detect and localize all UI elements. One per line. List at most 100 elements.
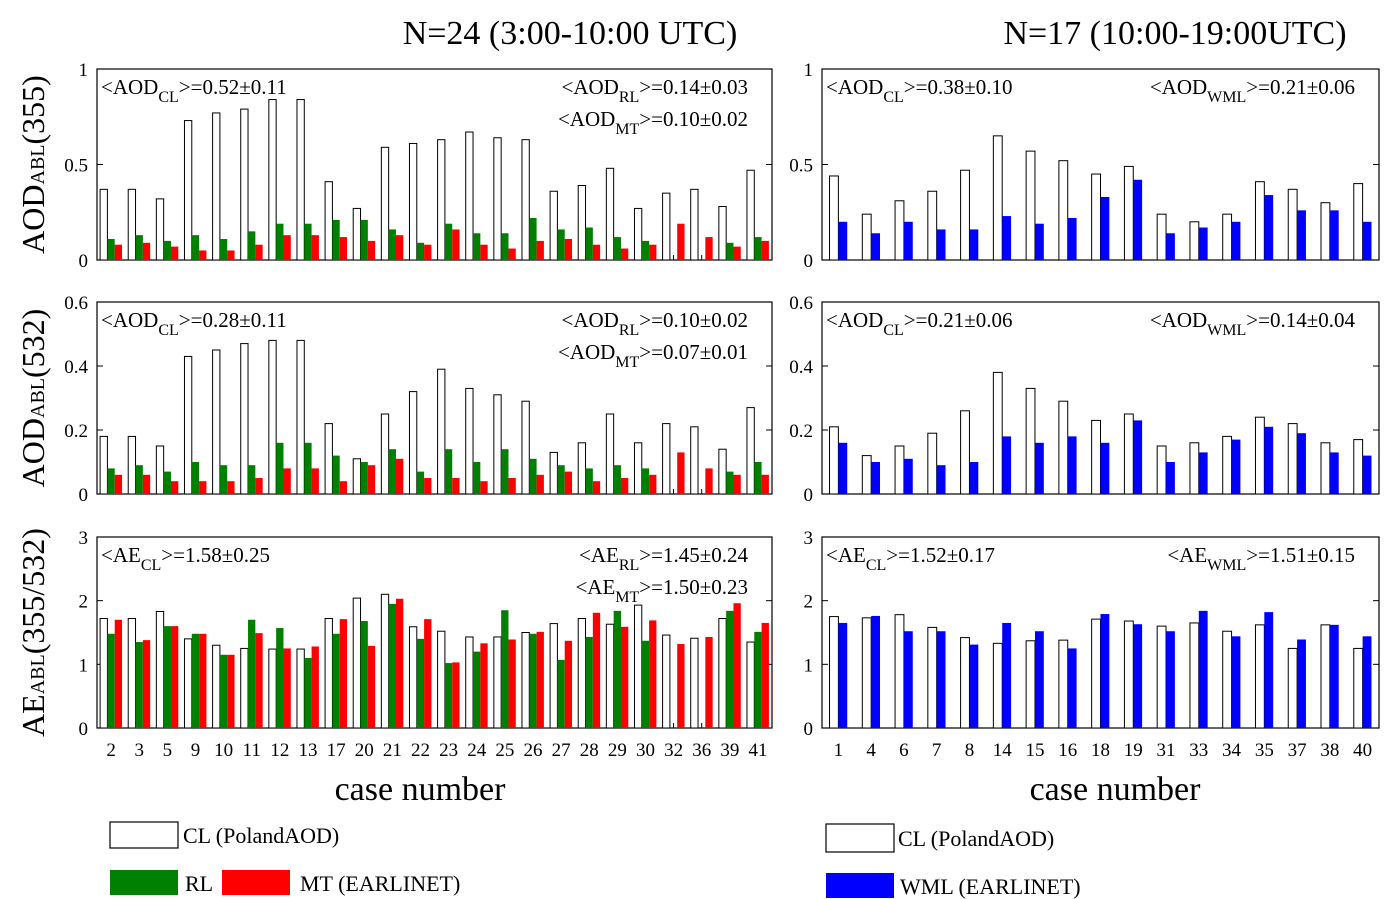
bar-rl [557,659,565,728]
bar-mt [339,481,348,494]
y-tick-label: 0.6 [64,293,88,314]
bar-wml [1002,436,1012,494]
bar-cl [992,642,1003,729]
bar-cl [633,207,643,261]
bar-cl [240,647,249,729]
bar-rl [248,619,256,728]
bar-cl [1156,445,1167,495]
title-right: N=17 (10:00-19:00UTC) [1003,15,1346,52]
bar-cl [577,442,587,495]
bar-rl [360,462,368,494]
bar-cl [408,391,418,495]
x-tick-label: 9 [191,740,201,761]
y-tick-label: 0 [804,719,814,740]
x-tick-label: 2 [106,740,116,761]
bar-mt [255,633,263,728]
legend-right: CL (PolandAOD) WML (EARLINET) [825,823,1081,899]
bar-cl [212,644,221,729]
bar-cl [437,139,446,261]
panel-left-aod355: 0 0.5 1 <AODCL>=0.52±0.11 <AODRL>=0.14±0.03<… [15,60,773,272]
bar-rl [219,465,228,494]
x-tick-label: 7 [932,740,942,761]
legend-mt-swatch [222,870,290,895]
bar-cl [1189,442,1200,495]
y-axis-label: AODABL(532) [15,309,51,488]
axes-frame [96,536,773,729]
bar-rl [585,468,593,494]
legend-left: CL (PolandAOD) RL MT (EARLINET) [109,821,460,896]
bar-rl [219,654,228,728]
bar-cl [718,448,727,495]
bar-cl [1353,647,1364,729]
x-tick-label: 14 [993,740,1013,761]
bar-mt [395,598,404,728]
y-tick-label: 2 [804,592,814,613]
bar-rl [163,240,171,260]
annotation: <AECL>=1.52±0.17 [826,543,995,574]
annotation: <AODRL>=0.14±0.03 [561,75,748,106]
x-tick-label: 40 [1353,740,1372,761]
legend-cl-label: CL (PolandAOD) [183,823,339,848]
legend-rl-swatch [110,870,178,895]
bar-cl [960,169,970,261]
bar-rl [388,229,396,260]
bar-cl [1353,183,1364,261]
bar-cl [155,445,165,495]
bar-wml [903,221,913,260]
bar-cl [99,435,108,495]
bar-mt [761,240,769,260]
bar-rl [219,238,228,260]
bar-cl [352,207,362,261]
x-tick-label: 11 [243,740,261,761]
x-tick-label: 23 [439,740,458,761]
bar-mt [705,237,713,260]
bar-cl [493,636,502,729]
bar-wml [1133,179,1143,260]
bar-cl [212,349,221,495]
x-tick-label: 18 [1091,740,1110,761]
x-tick-label: 17 [327,740,346,761]
bar-cl [127,188,137,261]
bar-rl [641,240,650,260]
bar-mt [564,640,573,728]
bar-cl [1058,160,1069,261]
bar-cl [927,190,938,261]
bar-mt [367,240,376,260]
bar-cl [352,597,362,729]
x-tick-label: 37 [1288,740,1307,761]
bar-wml [936,229,946,260]
bar-cl [605,413,615,495]
bar-mt [677,643,685,728]
x-tick-label: 30 [636,740,655,761]
bar-wml [936,631,946,728]
bar-cl [1222,630,1233,729]
bar-cl [746,169,755,261]
bar-cl [927,432,938,495]
bar-wml [1133,420,1143,494]
bar-cl [746,641,755,729]
bar-cl [1287,423,1298,495]
bar-wml [871,462,880,494]
bar-cl [894,445,905,495]
bar-mt [395,235,404,260]
bar-cl [1254,416,1265,495]
bar-mt [424,244,432,260]
bar-mt [705,636,713,728]
bar-mt [620,478,629,494]
bar-mt [452,662,460,728]
bar-wml [838,622,848,728]
bar-cl [521,139,530,261]
bar-cl [1254,624,1265,729]
bar-mt [592,612,601,728]
y-tick-label: 1 [804,60,814,81]
y-tick-label: 0.4 [64,357,88,378]
bar-rl [726,242,734,260]
axes-frame [96,301,773,495]
bar-wml [1264,426,1274,494]
bar-wml [1231,636,1241,728]
bar-mt [424,619,432,728]
bar-cl [521,632,530,729]
bar-cl [1025,387,1036,495]
bar-wml [1329,210,1339,260]
